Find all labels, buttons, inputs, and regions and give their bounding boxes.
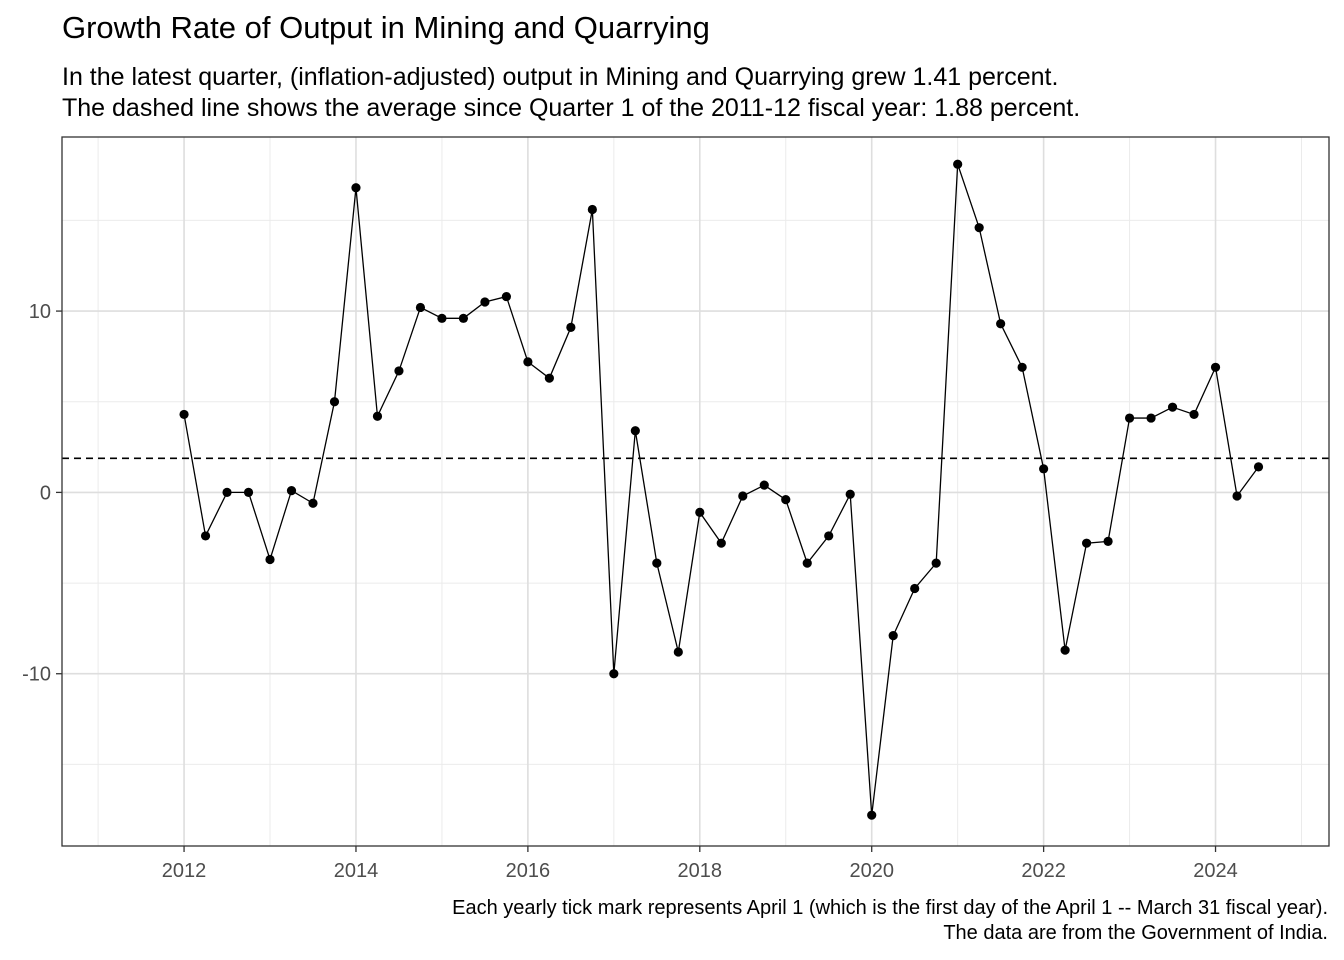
x-tick-label: 2012 — [162, 860, 207, 882]
x-tick-labels: 2012 2014 2016 2018 2020 2022 2024 — [162, 860, 1238, 882]
x-tick-label: 2014 — [334, 860, 379, 882]
data-point — [458, 313, 469, 323]
x-tick-label: 2024 — [1193, 860, 1238, 882]
data-point — [652, 558, 662, 568]
x-tick-label: 2016 — [506, 860, 551, 882]
data-point — [1146, 413, 1156, 423]
axis-ticks — [56, 310, 1217, 852]
data-point — [630, 426, 640, 436]
data-point — [695, 507, 705, 517]
subtitle-line-1: In the latest quarter, (inflation-adjust… — [62, 63, 1059, 91]
data-point — [566, 322, 576, 332]
major-grid — [62, 137, 1329, 846]
data-point — [824, 531, 834, 541]
data-point — [802, 558, 812, 568]
x-tick-label: 2018 — [678, 860, 723, 882]
data-point — [265, 554, 275, 565]
data-point — [1167, 402, 1178, 412]
data-point — [587, 204, 597, 215]
data-point — [781, 495, 791, 505]
chart-caption: Each yearly tick mark represents April 1… — [452, 896, 1328, 946]
data-point — [437, 313, 447, 323]
data-point — [222, 487, 232, 498]
data-point — [716, 538, 726, 548]
y-tick-label: 0 — [40, 482, 51, 504]
data-point — [845, 489, 855, 499]
y-tick-labels: -10 0 10 — [22, 301, 51, 686]
data-point — [1082, 538, 1092, 548]
data-point — [329, 397, 340, 407]
x-tick-label: 2020 — [849, 860, 894, 882]
caption-line-2: The data are from the Government of Indi… — [943, 922, 1328, 944]
chart-title: Growth Rate of Output in Mining and Quar… — [62, 10, 710, 45]
data-point — [394, 366, 404, 376]
data-point — [1253, 462, 1264, 472]
data-point — [501, 291, 511, 302]
chart-subtitle: In the latest quarter, (inflation-adjust… — [62, 62, 1080, 124]
data-point — [1232, 491, 1242, 501]
data-point — [1039, 464, 1049, 474]
panel-border — [61, 136, 1330, 847]
data-point — [1060, 645, 1070, 655]
data-point — [544, 373, 554, 383]
data-point — [931, 558, 941, 568]
x-tick-label: 2022 — [1021, 860, 1066, 882]
data-point — [867, 810, 877, 820]
data-point — [738, 491, 748, 501]
minor-grid — [62, 137, 1329, 846]
data-point — [1103, 536, 1113, 546]
data-point — [179, 409, 189, 420]
data-point — [910, 583, 920, 594]
data-point — [974, 223, 984, 233]
data-point — [351, 183, 361, 193]
data-point — [200, 531, 211, 541]
data-point — [243, 487, 254, 498]
data-point — [1189, 409, 1199, 420]
data-point — [888, 631, 898, 641]
data-point — [759, 480, 769, 490]
y-tick-label: 10 — [29, 301, 51, 323]
caption-line-1: Each yearly tick mark represents April 1… — [452, 897, 1328, 919]
series-line — [183, 163, 1260, 816]
data-point — [953, 159, 963, 169]
data-point — [372, 411, 383, 421]
y-tick-label: -10 — [22, 664, 51, 686]
data-point — [480, 297, 490, 307]
data-point — [996, 319, 1006, 329]
data-point — [523, 357, 533, 367]
data-point — [1017, 362, 1027, 372]
data-point — [673, 647, 683, 657]
data-point — [308, 498, 318, 508]
data-point — [609, 669, 619, 679]
data-point — [415, 302, 426, 313]
data-point — [1210, 362, 1221, 372]
subtitle-line-2: The dashed line shows the average since … — [62, 94, 1081, 122]
data-points — [179, 159, 1264, 820]
data-point — [286, 485, 297, 496]
data-point — [1124, 413, 1135, 423]
